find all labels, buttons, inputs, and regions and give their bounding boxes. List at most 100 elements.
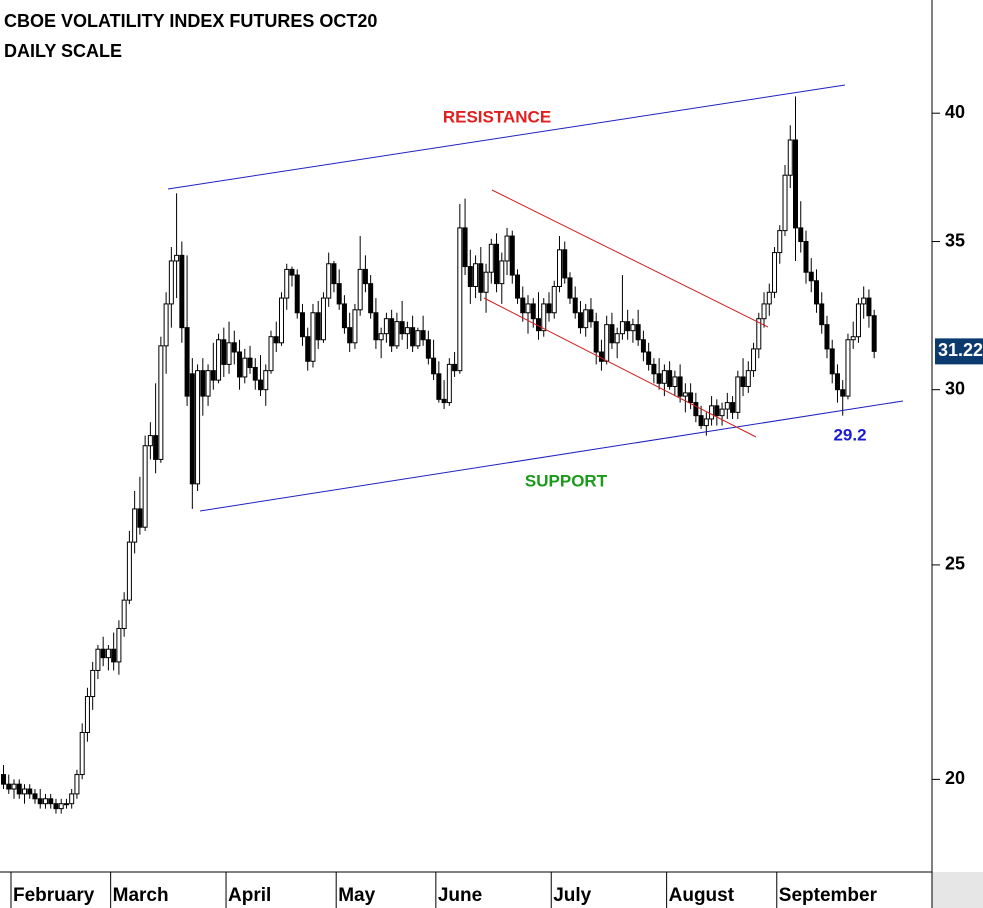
candle-body (494, 243, 500, 285)
candle-body (499, 260, 505, 285)
candle-body (431, 357, 437, 375)
x-tick-label: July (553, 885, 591, 906)
candle-body (63, 803, 69, 806)
candle-body (625, 321, 631, 332)
candle-body (163, 303, 169, 347)
candle-body (305, 336, 311, 362)
candle-body (268, 336, 274, 372)
candle-body (452, 363, 458, 372)
x-tick-label: April (228, 885, 271, 906)
candle-body (237, 351, 243, 378)
candle-body (598, 351, 604, 362)
low-label: 29.2 (833, 425, 866, 444)
x-tick-label: March (113, 885, 169, 906)
candle-body (855, 303, 861, 338)
candle-body (294, 274, 300, 314)
candle-body (803, 241, 809, 273)
candle-body (404, 327, 410, 335)
candle-body (394, 321, 400, 347)
candle-body (252, 367, 258, 381)
candle-body (619, 321, 625, 335)
candle-body (462, 227, 468, 268)
candle-body (289, 268, 295, 276)
last-price-label: 31.22 (938, 340, 983, 360)
candle-body (111, 648, 117, 663)
candle-body (11, 783, 17, 790)
y-tick-label: 20 (945, 768, 965, 788)
candle-body (184, 327, 190, 397)
candle-body (273, 336, 279, 344)
candle-body (242, 357, 248, 378)
candle-body (147, 435, 153, 447)
candle-body (457, 227, 463, 372)
candle-body (389, 318, 395, 347)
candle-body (378, 333, 384, 341)
candle-body (850, 336, 856, 341)
candle-body (709, 405, 715, 420)
candle-body (341, 303, 347, 329)
candle-body (16, 783, 22, 795)
candle-body (415, 330, 421, 347)
candle-body (515, 274, 521, 299)
candle-body (467, 266, 473, 288)
candle-body (126, 541, 132, 601)
candle-body (677, 376, 683, 397)
candle-body (105, 648, 111, 659)
candle-body (195, 370, 201, 485)
y-tick-label: 40 (945, 102, 965, 122)
candle-body (724, 402, 730, 410)
candle-body (58, 803, 64, 810)
candle-body (730, 402, 736, 413)
candle-body (153, 435, 159, 460)
candle-body (205, 370, 211, 397)
candle-body (226, 342, 232, 365)
candle-body (772, 252, 778, 293)
candle-body (53, 803, 59, 810)
candle-body (824, 324, 830, 350)
candle-body (661, 370, 667, 384)
candle-body (740, 376, 746, 387)
candle-body (478, 263, 484, 293)
candle-body (693, 402, 699, 417)
candle-body (331, 263, 337, 285)
candle-body (121, 599, 127, 629)
candle-body (871, 315, 877, 352)
candle-body (840, 389, 846, 397)
candle-body (551, 286, 557, 314)
candle-body (572, 297, 578, 314)
candle-body (179, 254, 185, 329)
candle-body (751, 348, 757, 372)
candle-body (95, 648, 101, 671)
candle-body (1, 774, 7, 785)
candle-body (320, 297, 326, 341)
candle-body (787, 139, 793, 176)
candle-body (189, 373, 195, 485)
candle-body (79, 731, 85, 776)
candle-body (263, 370, 269, 391)
y-tick-label: 25 (945, 554, 965, 574)
candle-body (630, 324, 636, 332)
candle-body (646, 351, 652, 365)
candle-body (420, 330, 426, 341)
candle-body (373, 312, 379, 341)
candle-body (682, 392, 688, 397)
candle-body (216, 339, 222, 381)
candle-body (813, 280, 819, 305)
candle-body (640, 339, 646, 353)
candle-body (315, 312, 321, 341)
candle-body (635, 324, 641, 341)
candle-body (100, 648, 106, 659)
candle-body (27, 788, 33, 795)
candle-body (593, 321, 599, 353)
candle-body (656, 373, 662, 384)
candle-body (336, 283, 342, 305)
candle-body (588, 309, 594, 323)
x-tick-label: February (13, 885, 95, 906)
candle-body (509, 235, 515, 276)
candle-body (410, 327, 416, 347)
candle-body (714, 405, 720, 417)
candle-body (488, 243, 494, 273)
candle-body (21, 788, 27, 795)
candle-body (520, 297, 526, 314)
